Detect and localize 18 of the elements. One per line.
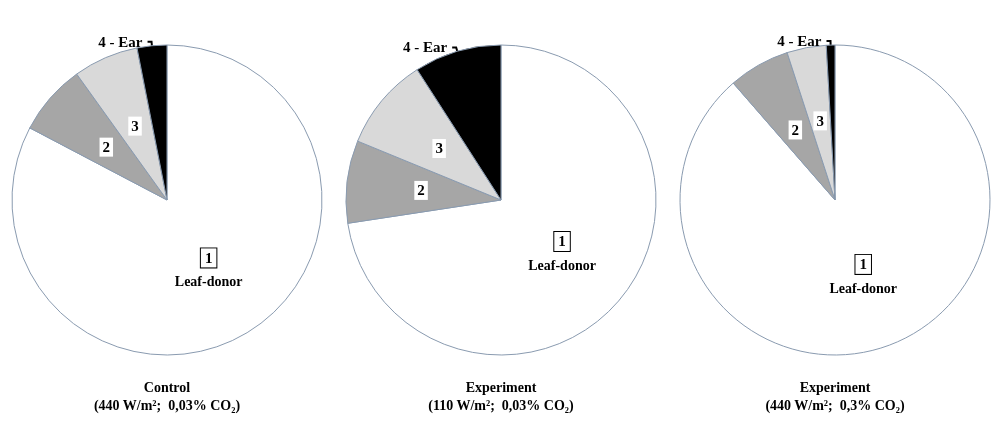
slice-label: 1 Leaf-donor: [829, 256, 898, 296]
text: (440 W/m²; 0,3% CO₂): [765, 397, 905, 414]
slice-label: 3: [435, 140, 443, 157]
slice-label: 4 - Ear: [98, 33, 143, 50]
text: (440 W/m²; 0,03% CO₂): [93, 397, 241, 414]
slice-label: 1 Leaf-donor: [174, 249, 243, 290]
slice-label: 2: [417, 182, 425, 199]
text: Experiment: [799, 379, 871, 395]
slice-label: 3: [131, 118, 139, 135]
slice-label: 1 Leaf-donor: [528, 233, 596, 273]
slice-label: 2: [102, 139, 111, 156]
text: Control: [143, 379, 191, 395]
slice-label: 3: [816, 112, 824, 129]
slice-label: 4 - Ear: [777, 33, 822, 50]
slice-label: 2: [791, 121, 800, 138]
text: Experiment: [465, 379, 537, 395]
text: (110 W/m²; 0,03% CO₂): [428, 397, 575, 414]
slice-label: 4 - Ear: [402, 39, 448, 56]
